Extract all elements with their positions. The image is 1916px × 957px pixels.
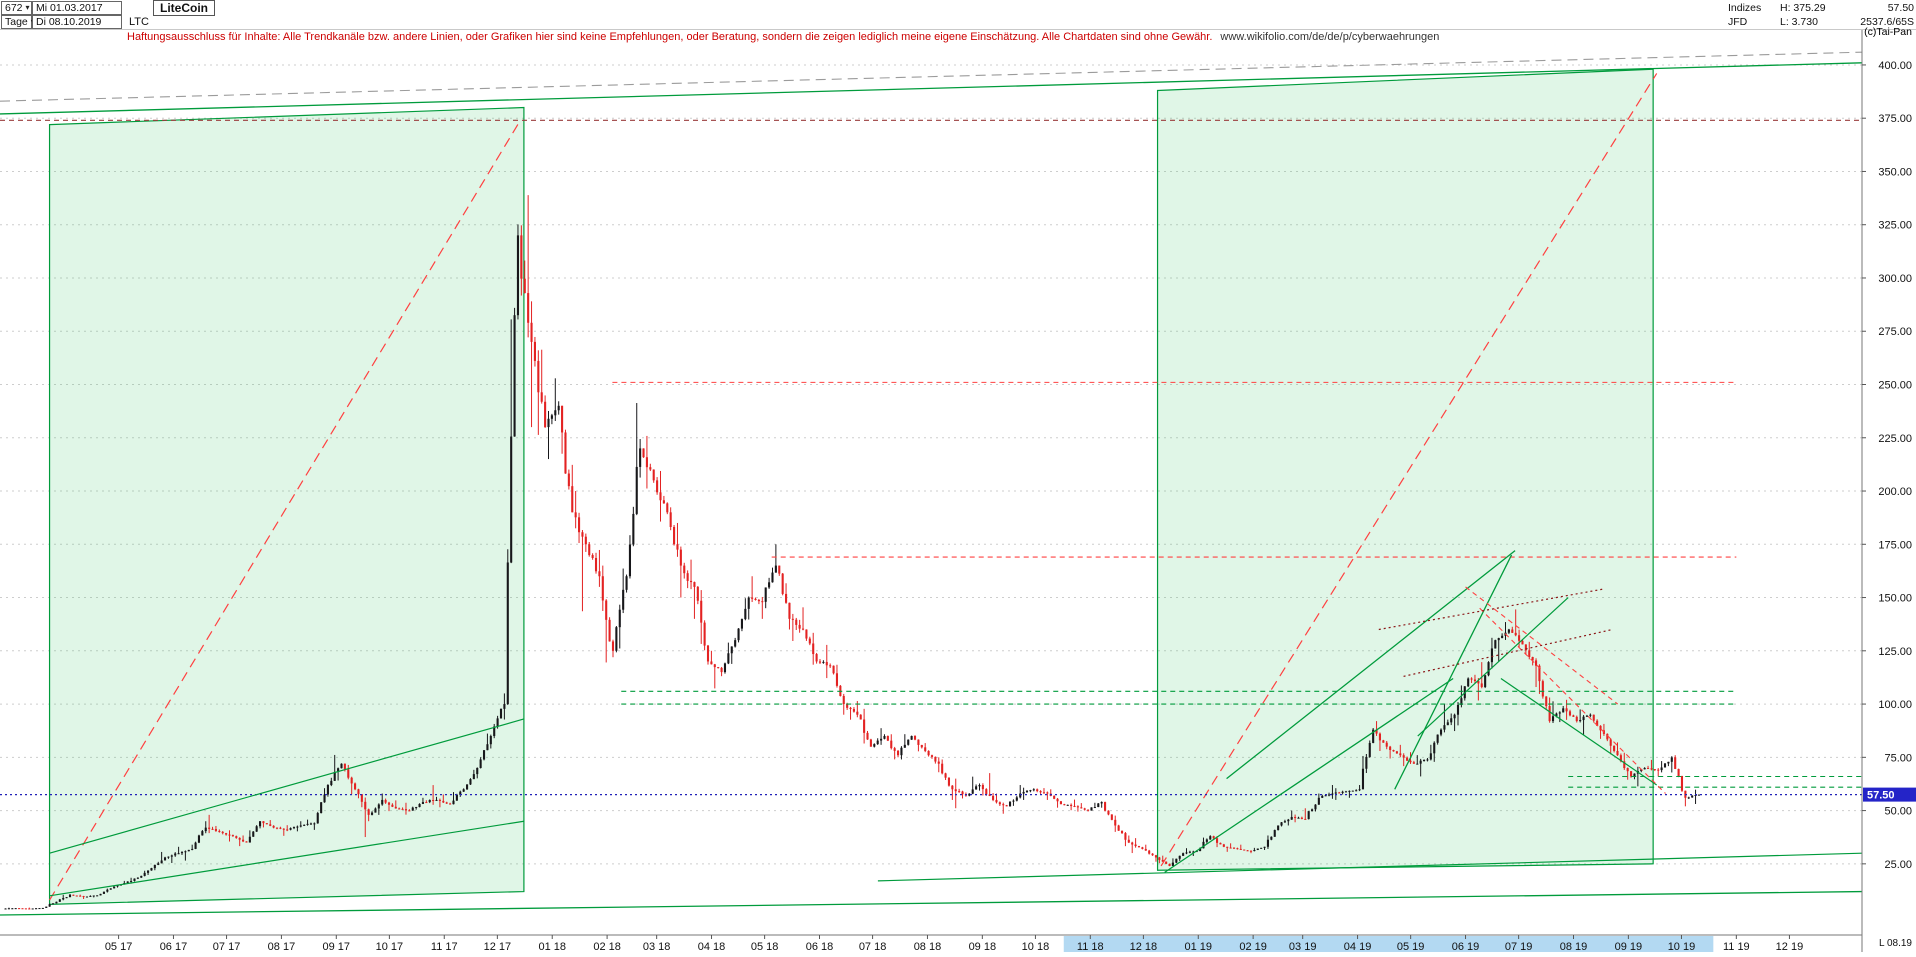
svg-text:57.50: 57.50 xyxy=(1867,790,1895,802)
copyright-label: (c)Tai-Pan xyxy=(1864,26,1912,38)
x-axis: 05 17 06 17 07 17 08 17 09 17 10 17 11 17 12 17… xyxy=(0,934,1862,953)
svg-text:11 18: 11 18 xyxy=(1077,941,1104,952)
start-date-value: Mi 01.03.2017 xyxy=(36,2,103,14)
chart-area[interactable]: 05 17 06 17 07 17 08 17 09 17 10 17 11 17 12 17… xyxy=(0,30,1916,953)
svg-text:150.00: 150.00 xyxy=(1878,593,1912,605)
svg-text:08 17: 08 17 xyxy=(268,941,296,952)
svg-text:275.00: 275.00 xyxy=(1878,326,1912,338)
trend-channel-boxes xyxy=(48,68,1654,905)
svg-text:05 18: 05 18 xyxy=(751,941,779,952)
svg-text:375.00: 375.00 xyxy=(1878,113,1912,125)
header-quote-row-1: Indizes H: 375.29 57.50 xyxy=(1728,1,1914,15)
svg-text:05 19: 05 19 xyxy=(1397,941,1425,952)
price-chart-svg[interactable]: 05 17 06 17 07 17 08 17 09 17 10 17 11 17 12 17… xyxy=(0,30,1916,953)
end-date-value: Di 08.10.2019 xyxy=(36,16,102,28)
chevron-down-icon: ▾ xyxy=(25,3,30,12)
svg-text:12 17: 12 17 xyxy=(484,941,512,952)
svg-text:75.00: 75.00 xyxy=(1884,752,1912,764)
svg-text:400.00: 400.00 xyxy=(1878,60,1912,72)
indizes-label: Indizes xyxy=(1728,2,1762,14)
svg-text:09 18: 09 18 xyxy=(969,941,997,952)
svg-text:07 19: 07 19 xyxy=(1505,941,1533,952)
svg-text:01 19: 01 19 xyxy=(1184,941,1212,952)
bars-count-dropdown[interactable]: 672 ▾ xyxy=(1,1,32,15)
symbol-label: LTC xyxy=(129,16,149,28)
svg-text:01 18: 01 18 xyxy=(538,941,566,952)
svg-text:350.00: 350.00 xyxy=(1878,166,1912,178)
instrument-title: LiteCoin xyxy=(153,0,215,16)
svg-text:04 19: 04 19 xyxy=(1344,941,1372,952)
svg-text:12 18: 12 18 xyxy=(1130,941,1158,952)
svg-text:09 17: 09 17 xyxy=(323,941,351,952)
svg-text:200.00: 200.00 xyxy=(1878,486,1912,498)
svg-text:06 17: 06 17 xyxy=(160,941,188,952)
disclaimer-url: www.wikifolio.com/de/de/p/cyberwaehrunge… xyxy=(1220,31,1440,43)
svg-text:06 18: 06 18 xyxy=(806,941,834,952)
svg-text:10 19: 10 19 xyxy=(1668,941,1696,952)
end-date-field[interactable]: Di 08.10.2019 xyxy=(32,15,122,29)
svg-text:07 18: 07 18 xyxy=(859,941,887,952)
svg-text:250.00: 250.00 xyxy=(1878,380,1912,392)
svg-text:03 19: 03 19 xyxy=(1289,941,1317,952)
svg-text:08 18: 08 18 xyxy=(914,941,942,952)
period-value: Tage xyxy=(5,16,28,28)
svg-text:10 17: 10 17 xyxy=(376,941,404,952)
svg-text:09 19: 09 19 xyxy=(1615,941,1643,952)
provider-label: JFD xyxy=(1728,16,1748,28)
header-divider xyxy=(0,29,1916,30)
high-value: H: 375.29 xyxy=(1780,2,1826,14)
svg-text:100.00: 100.00 xyxy=(1878,699,1912,711)
svg-text:50.00: 50.00 xyxy=(1884,806,1912,818)
svg-text:11 19: 11 19 xyxy=(1723,941,1750,952)
disclaimer-text: Haftungsausschluss für Inhalte: Alle Tre… xyxy=(127,31,1439,43)
svg-text:10 18: 10 18 xyxy=(1022,941,1050,952)
period-dropdown[interactable]: Tage ▾ xyxy=(1,15,35,29)
svg-text:25.00: 25.00 xyxy=(1884,859,1912,871)
bars-count-value: 672 xyxy=(5,2,23,14)
header-quote-row-2: JFD L: 3.730 2537.6/65S xyxy=(1728,15,1914,29)
svg-text:11 17: 11 17 xyxy=(431,941,458,952)
svg-text:04 18: 04 18 xyxy=(698,941,726,952)
svg-text:08 19: 08 19 xyxy=(1560,941,1588,952)
svg-text:325.00: 325.00 xyxy=(1878,220,1912,232)
svg-text:07 17: 07 17 xyxy=(213,941,241,952)
start-date-field[interactable]: Mi 01.03.2017 xyxy=(32,1,122,15)
y-axis: 400.00 375.00 350.00 325.00 300.00 275.00 250.… xyxy=(1861,30,1912,952)
svg-text:175.00: 175.00 xyxy=(1878,539,1912,551)
last-date-label: L 08.19 xyxy=(1879,938,1912,949)
svg-text:225.00: 225.00 xyxy=(1878,433,1912,445)
svg-text:02 19: 02 19 xyxy=(1239,941,1267,952)
current-price-badge: 57.50 xyxy=(1863,787,1916,802)
volume-value: 2537.6/65S xyxy=(1860,16,1914,28)
svg-text:125.00: 125.00 xyxy=(1878,646,1912,658)
svg-text:06 19: 06 19 xyxy=(1452,941,1480,952)
svg-text:12 19: 12 19 xyxy=(1776,941,1804,952)
low-value: L: 3.730 xyxy=(1780,16,1818,28)
trendlines-layer xyxy=(0,51,1863,916)
svg-text:05 17: 05 17 xyxy=(105,941,133,952)
svg-text:300.00: 300.00 xyxy=(1878,273,1912,285)
last-price-value: 57.50 xyxy=(1887,2,1914,14)
svg-text:03 18: 03 18 xyxy=(643,941,671,952)
disclaimer-body: Haftungsausschluss für Inhalte: Alle Tre… xyxy=(127,31,1213,43)
svg-text:02 18: 02 18 xyxy=(593,941,621,952)
